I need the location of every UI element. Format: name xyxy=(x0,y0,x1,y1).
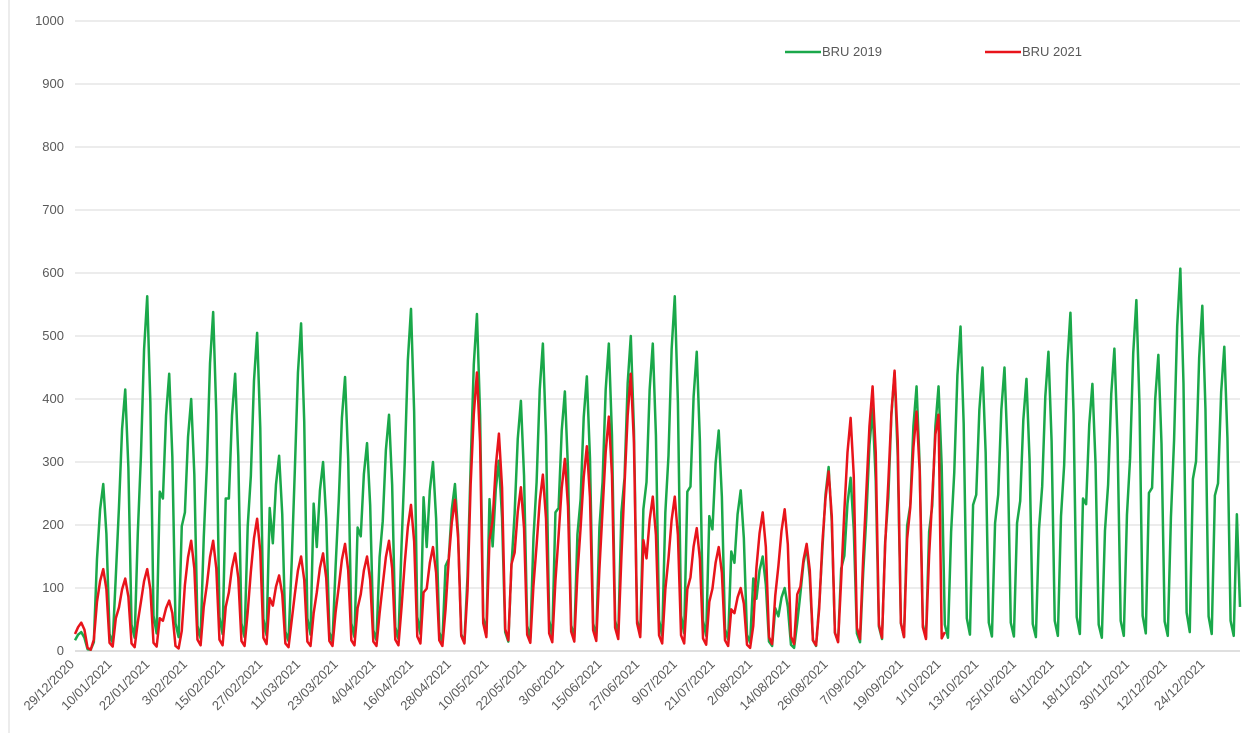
legend-label: BRU 2019 xyxy=(822,44,882,59)
y-tick-label: 600 xyxy=(42,265,64,280)
y-tick-label: 300 xyxy=(42,454,64,469)
y-tick-label: 900 xyxy=(42,76,64,91)
series-line xyxy=(73,267,1242,651)
legend-label: BRU 2021 xyxy=(1022,44,1082,59)
y-tick-label: 800 xyxy=(42,139,64,154)
y-tick-label: 0 xyxy=(57,643,64,658)
y-tick-label: 100 xyxy=(42,580,64,595)
y-tick-label: 200 xyxy=(42,517,64,532)
y-tick-label: 700 xyxy=(42,202,64,217)
y-tick-label: 400 xyxy=(42,391,64,406)
series-line xyxy=(73,369,946,651)
y-tick-label: 1000 xyxy=(35,13,64,28)
y-tick-label: 500 xyxy=(42,328,64,343)
